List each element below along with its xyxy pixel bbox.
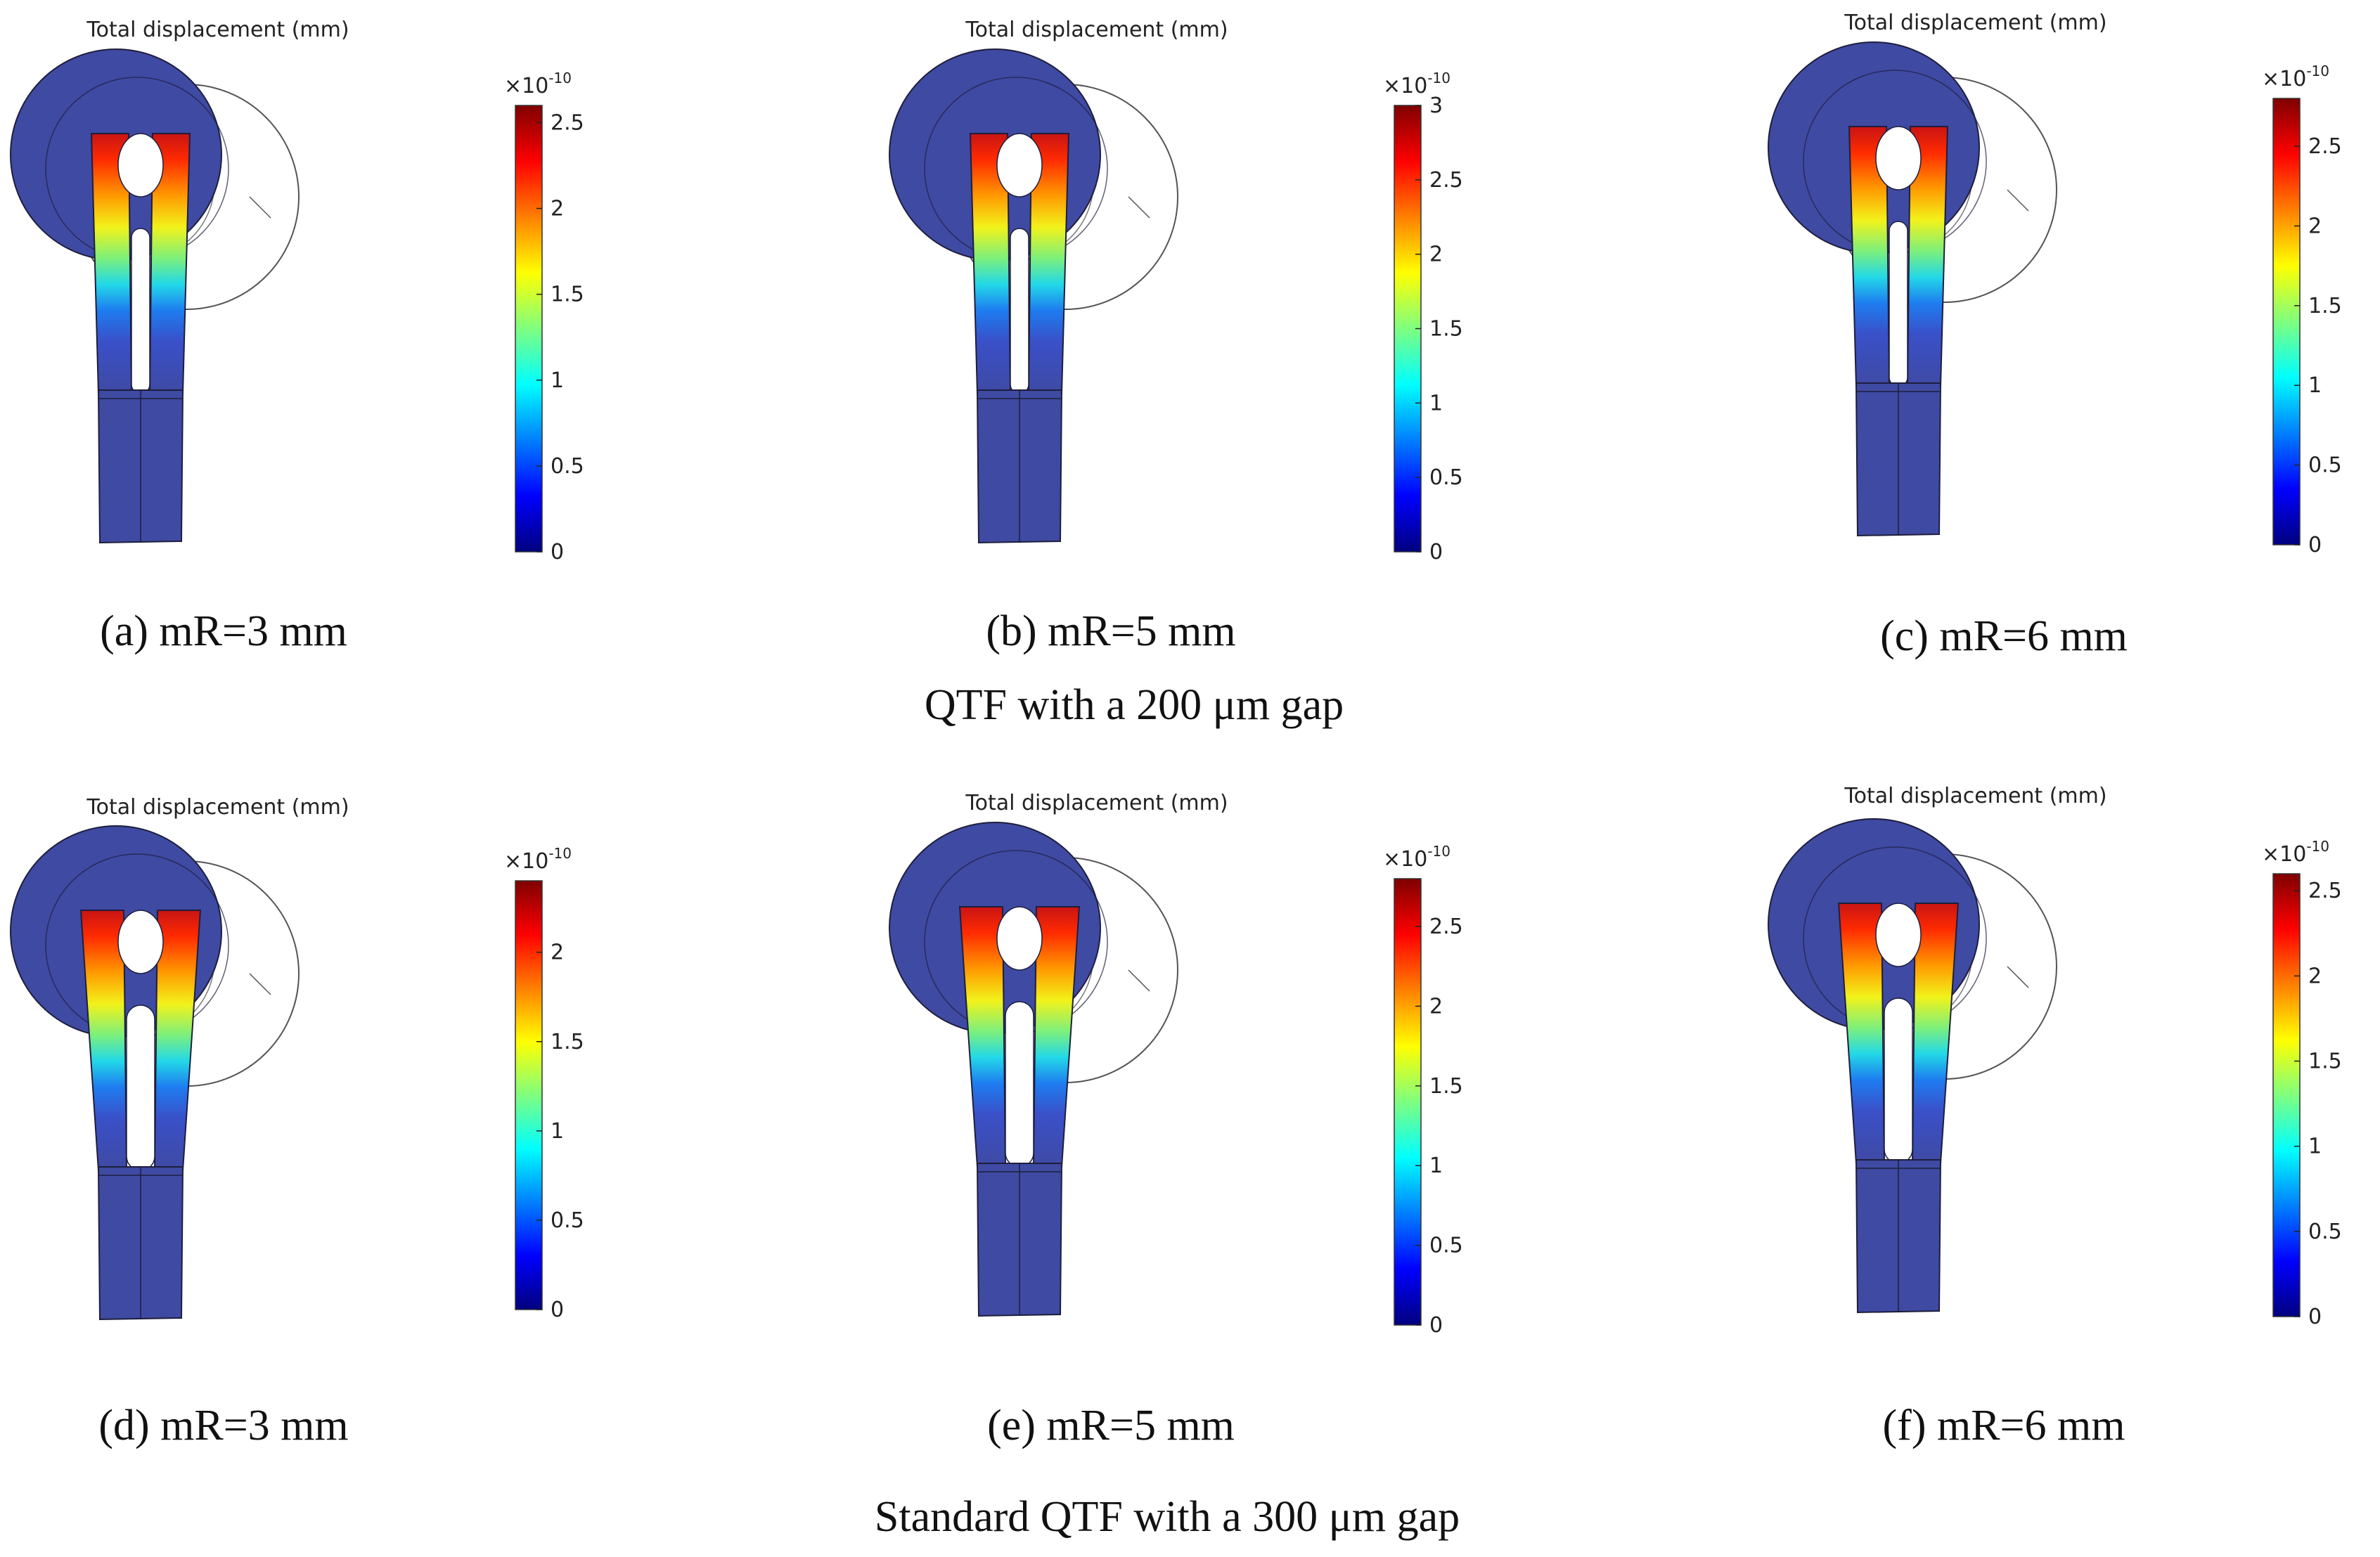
colorbar-tick-label: 1.5	[2308, 294, 2342, 318]
colorbar-tick-label: 2	[2308, 214, 2322, 238]
colorbar-scale	[1394, 878, 1422, 1326]
panel-e: Total displacement (mm) 0 0.5 1 1.5 2 2.5 ×10-…	[889, 791, 1463, 1449]
colorbar-tick-label: 0.5	[2308, 1220, 2342, 1244]
prong-slot	[1889, 221, 1908, 387]
panel-e-qtf-model	[889, 822, 1178, 1317]
colorbar-tick-label: 1	[551, 368, 564, 393]
wire-line	[2007, 966, 2029, 988]
panel-e-caption: (e) mR=5 mm	[987, 1402, 1235, 1449]
panel-e-colorbar: 0 0.5 1 1.5 2 2.5 ×10-10	[1383, 843, 1463, 1338]
colorbar-tick-label: 0.5	[2308, 453, 2342, 478]
wire-line	[1128, 969, 1150, 992]
colorbar-scale	[515, 105, 543, 553]
colorbar-scale	[515, 880, 543, 1310]
colorbar-tick-label: 0	[551, 540, 564, 564]
panel-b-colorbar: 0 0.5 1 1.5 2 2.5 3×10-10	[1383, 70, 1463, 564]
colorbar-tick-label: 2	[551, 941, 564, 965]
colorbar-tick-label: 1.5	[551, 283, 584, 307]
colorbar-tick-label: 1.5	[1429, 317, 1463, 342]
prong-slot	[1005, 1001, 1034, 1168]
disk-hole	[1875, 126, 1922, 190]
panel-a-qtf-model	[10, 49, 300, 544]
disk-hole	[117, 133, 164, 198]
colorbar-exponent: ×10-10	[1383, 70, 1450, 98]
colorbar-tick-label: 1	[2308, 373, 2322, 398]
panel-a-colorbar: 0 0.5 1 1.5 2 2.5 ×10-10	[504, 70, 584, 564]
disk-hole	[117, 910, 164, 974]
colorbar-tick-label: 2	[1429, 243, 1443, 267]
panel-a-caption: (a) mR=3 mm	[100, 607, 347, 655]
disk-hole	[996, 133, 1043, 198]
panel-c-colorbar: 0 0.5 1 1.5 2 2.5 ×10-10	[2262, 63, 2342, 557]
panel-d-caption: (d) mR=3 mm	[98, 1402, 348, 1449]
panel-a: Total displacement (mm) 0 0.5 1 1.5 2 2.5 ×10-…	[10, 18, 584, 655]
prong-slot	[1884, 997, 1913, 1164]
prong-slot	[131, 228, 150, 394]
colorbar-tick-label: 1.5	[2308, 1049, 2342, 1074]
colorbar-scale	[2272, 98, 2301, 545]
colorbar-tick-label: 2.5	[1429, 915, 1463, 939]
colorbar-tick-label: 1	[1429, 1154, 1443, 1178]
colorbar-tick-label: 1.5	[1429, 1074, 1463, 1099]
panel-f-qtf-model	[1768, 818, 2057, 1314]
colorbar-tick-label: 2	[2308, 964, 2322, 988]
prong-slot	[1010, 228, 1029, 394]
colorbar-tick-label: 0	[1429, 1313, 1443, 1338]
colorbar-tick-label: 0.5	[1429, 1234, 1463, 1258]
wire-line	[2007, 189, 2029, 212]
colorbar-tick-label: 1.5	[551, 1030, 584, 1054]
colorbar-exponent: ×10-10	[504, 845, 572, 874]
colorbar-tick-label: 1	[2308, 1135, 2322, 1159]
panel-c-caption: (c) mR=6 mm	[1880, 612, 2128, 660]
group-caption-200um: QTF with a 200 μm gap	[925, 681, 1344, 729]
panel-f: Total displacement (mm) 0 0.5 1 1.5 2 2.5 ×10-…	[1768, 784, 2342, 1449]
panel-c: Total displacement (mm) 0 0.5 1 1.5 2 2.5 ×10-…	[1768, 11, 2342, 660]
colorbar-tick-label: 2.5	[2308, 134, 2342, 159]
wire-line	[249, 196, 271, 219]
colorbar-tick-label: 0.5	[1429, 465, 1463, 490]
panel-f-colorbar: 0 0.5 1 1.5 2 2.5 ×10-10	[2262, 838, 2342, 1329]
disk-hole	[996, 906, 1043, 971]
panel-d: Total displacement (mm) 00.511.52×10-10 …	[10, 795, 584, 1449]
panel-b-title: Total displacement (mm)	[965, 18, 1228, 42]
colorbar-tick-label: 2.5	[1429, 168, 1463, 193]
colorbar-tick-label: 0	[551, 1298, 564, 1322]
colorbar-exponent: ×10-10	[504, 70, 572, 98]
disk-hole	[1875, 903, 1922, 967]
colorbar-tick-label: 1	[1429, 391, 1443, 415]
colorbar-tick-label: 0	[2308, 1305, 2322, 1329]
colorbar-tick-label: 2.5	[551, 110, 584, 135]
colorbar-tick-label: 0.5	[551, 454, 584, 479]
panel-f-caption: (f) mR=6 mm	[1883, 1402, 2125, 1449]
colorbar-tick-label: 2	[1429, 994, 1443, 1019]
panel-d-colorbar: 0 0.5 1 1.5 2 ×10-10	[504, 845, 584, 1322]
panel-c-title: Total displacement (mm)	[1844, 11, 2106, 35]
panel-d-qtf-model	[10, 825, 300, 1321]
panel-a-title: Total displacement (mm)	[86, 18, 349, 42]
colorbar-exponent: ×10-10	[1383, 843, 1450, 872]
colorbar-tick-label: 0	[1429, 540, 1443, 564]
colorbar-tick-label: 0	[2308, 533, 2322, 557]
panel-d-title: Total displacement (mm)	[86, 795, 349, 820]
panel-b: Total displacement (mm) 0 0.5 1 1.5 2 2.5 3×10…	[889, 18, 1463, 655]
panel-f-title: Total displacement (mm)	[1844, 784, 2106, 808]
group-caption-300um: Standard QTF with a 300 μm gap	[875, 1493, 1460, 1541]
panel-b-qtf-model	[889, 49, 1178, 544]
colorbar-exponent: ×10-10	[2262, 838, 2329, 867]
colorbar-tick-label: 2.5	[2308, 879, 2342, 903]
colorbar-tick-label: 1	[551, 1119, 564, 1144]
colorbar-exponent: ×10-10	[2262, 63, 2329, 91]
panel-b-caption: (b) mR=5 mm	[986, 607, 1235, 655]
wire-line	[249, 973, 271, 995]
panel-c-qtf-model	[1768, 41, 2057, 537]
panel-e-title: Total displacement (mm)	[965, 791, 1228, 815]
colorbar-scale	[2272, 873, 2301, 1317]
prong-slot	[126, 1004, 155, 1171]
colorbar-tick-label: 2	[551, 197, 564, 221]
wire-line	[1128, 196, 1150, 219]
colorbar-tick-label: 3	[1429, 93, 1443, 118]
colorbar-tick-label: 0.5	[551, 1208, 584, 1233]
